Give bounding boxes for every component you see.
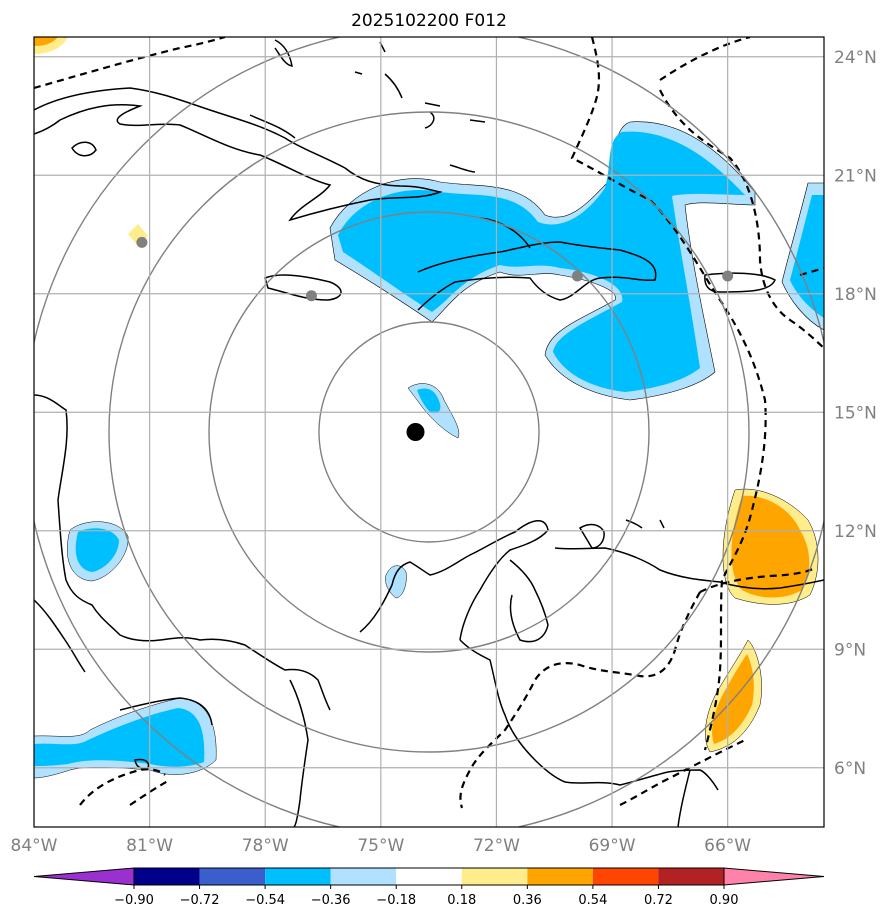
city-markers [136,236,734,302]
colorbar-label: 0.54 [578,893,607,908]
lon-tick-label: 75°W [357,836,404,856]
city-marker-1 [305,290,317,302]
colorbar-label: −0.54 [245,893,285,908]
colorbar-label: 0.72 [644,893,673,908]
colorbar-extend-low [33,867,135,886]
dashed-contours [34,37,824,809]
lon-tick-label: 84°W [11,836,58,856]
colorbar: −0.90 −0.72 −0.54 −0.36 −0.18 0.18 0.36 0.54 0.7… [33,867,825,908]
colorbar-swatch-7 [592,868,659,885]
colorbar-swatch-5 [461,868,528,885]
latitude-tick-labels: 24°N 21°N 18°N 15°N 12°N 9°N 6°N [834,48,877,779]
lat-tick-label: 9°N [834,640,866,660]
lat-tick-label: 6°N [834,759,866,779]
lon-tick-label: 81°W [126,836,173,856]
lon-tick-label: 66°W [704,836,751,856]
storm-center-marker [406,423,425,441]
city-marker-0 [136,236,148,248]
colorbar-swatch-2 [265,868,331,885]
lat-tick-label: 15°N [834,403,877,423]
range-ring-1 [318,321,540,543]
colorbar-swatch-3 [330,868,397,885]
colorbar-label: −0.36 [311,893,351,908]
lat-tick-label: 21°N [834,166,877,186]
lat-tick-label: 18°N [834,285,877,305]
map-title: 2025102200 F012 [351,11,507,31]
lat-tick-label: 24°N [834,48,877,68]
city-marker-3 [722,270,734,282]
gridlines [34,37,824,827]
colorbar-label: −0.90 [114,893,154,908]
colorbar-outline [133,867,725,886]
colorbar-label: −0.18 [376,893,416,908]
colorbar-extend-high [723,867,825,886]
colorbar-swatch-1 [199,868,266,885]
colorbar-swatch-8 [658,868,724,885]
map-plot [33,36,825,828]
lon-tick-label: 69°W [589,836,636,856]
map-frame [33,36,825,828]
lon-tick-label: 78°W [242,836,289,856]
colorbar-swatch-4 [396,868,462,885]
city-marker-2 [571,270,583,282]
longitude-tick-labels: 84°W 81°W 78°W 75°W 72°W 69°W 66°W [11,836,752,856]
colorbar-label: 0.18 [447,893,476,908]
range-rings [34,37,824,827]
colorbar-swatch-6 [527,868,593,885]
range-ring-2 [208,211,650,653]
colorbar-label: −0.72 [180,893,220,908]
lat-tick-label: 12°N [834,522,877,542]
colorbar-label: 0.36 [513,893,542,908]
lon-tick-label: 72°W [473,836,520,856]
colorbar-swatch-0 [134,868,200,885]
colorbar-label: 0.90 [710,893,739,908]
range-ring-3 [108,111,750,753]
